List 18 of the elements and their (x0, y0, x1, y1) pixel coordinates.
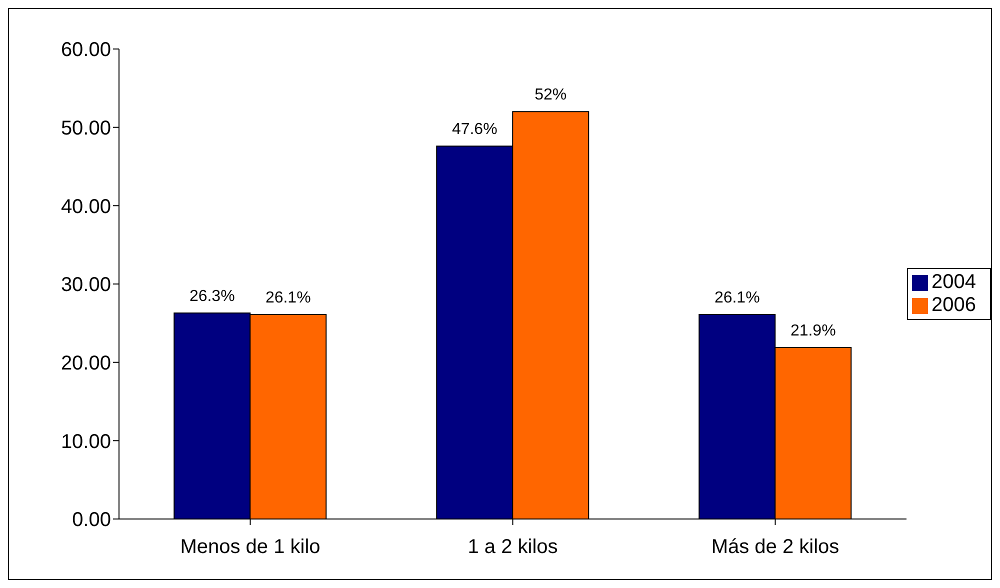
y-tick-label: 30.00 (60, 274, 111, 296)
y-tick-label: 0.00 (72, 509, 111, 532)
data-label: 26.1% (714, 290, 760, 307)
data-label: 21.9% (790, 322, 836, 340)
y-tick-label: 50.00 (60, 117, 111, 140)
data-label: 26.3% (189, 288, 235, 305)
data-label: 47.6% (452, 121, 498, 138)
x-tick-label: Más de 2 kilos (711, 536, 840, 558)
legend-label: 2004 (932, 271, 976, 293)
y-tick-label: 60.00 (60, 39, 111, 62)
y-tick-label: 10.00 (60, 430, 111, 453)
x-tick-label: 1 a 2 kilos (468, 536, 558, 558)
legend-label: 2006 (932, 294, 976, 316)
data-label: 26.1% (265, 290, 311, 307)
x-tick-label: Menos de 1 kilo (180, 536, 320, 558)
y-tick-label: 20.00 (60, 352, 111, 374)
y-tick-label: 40.00 (60, 196, 111, 218)
data-label: 52% (534, 86, 567, 104)
